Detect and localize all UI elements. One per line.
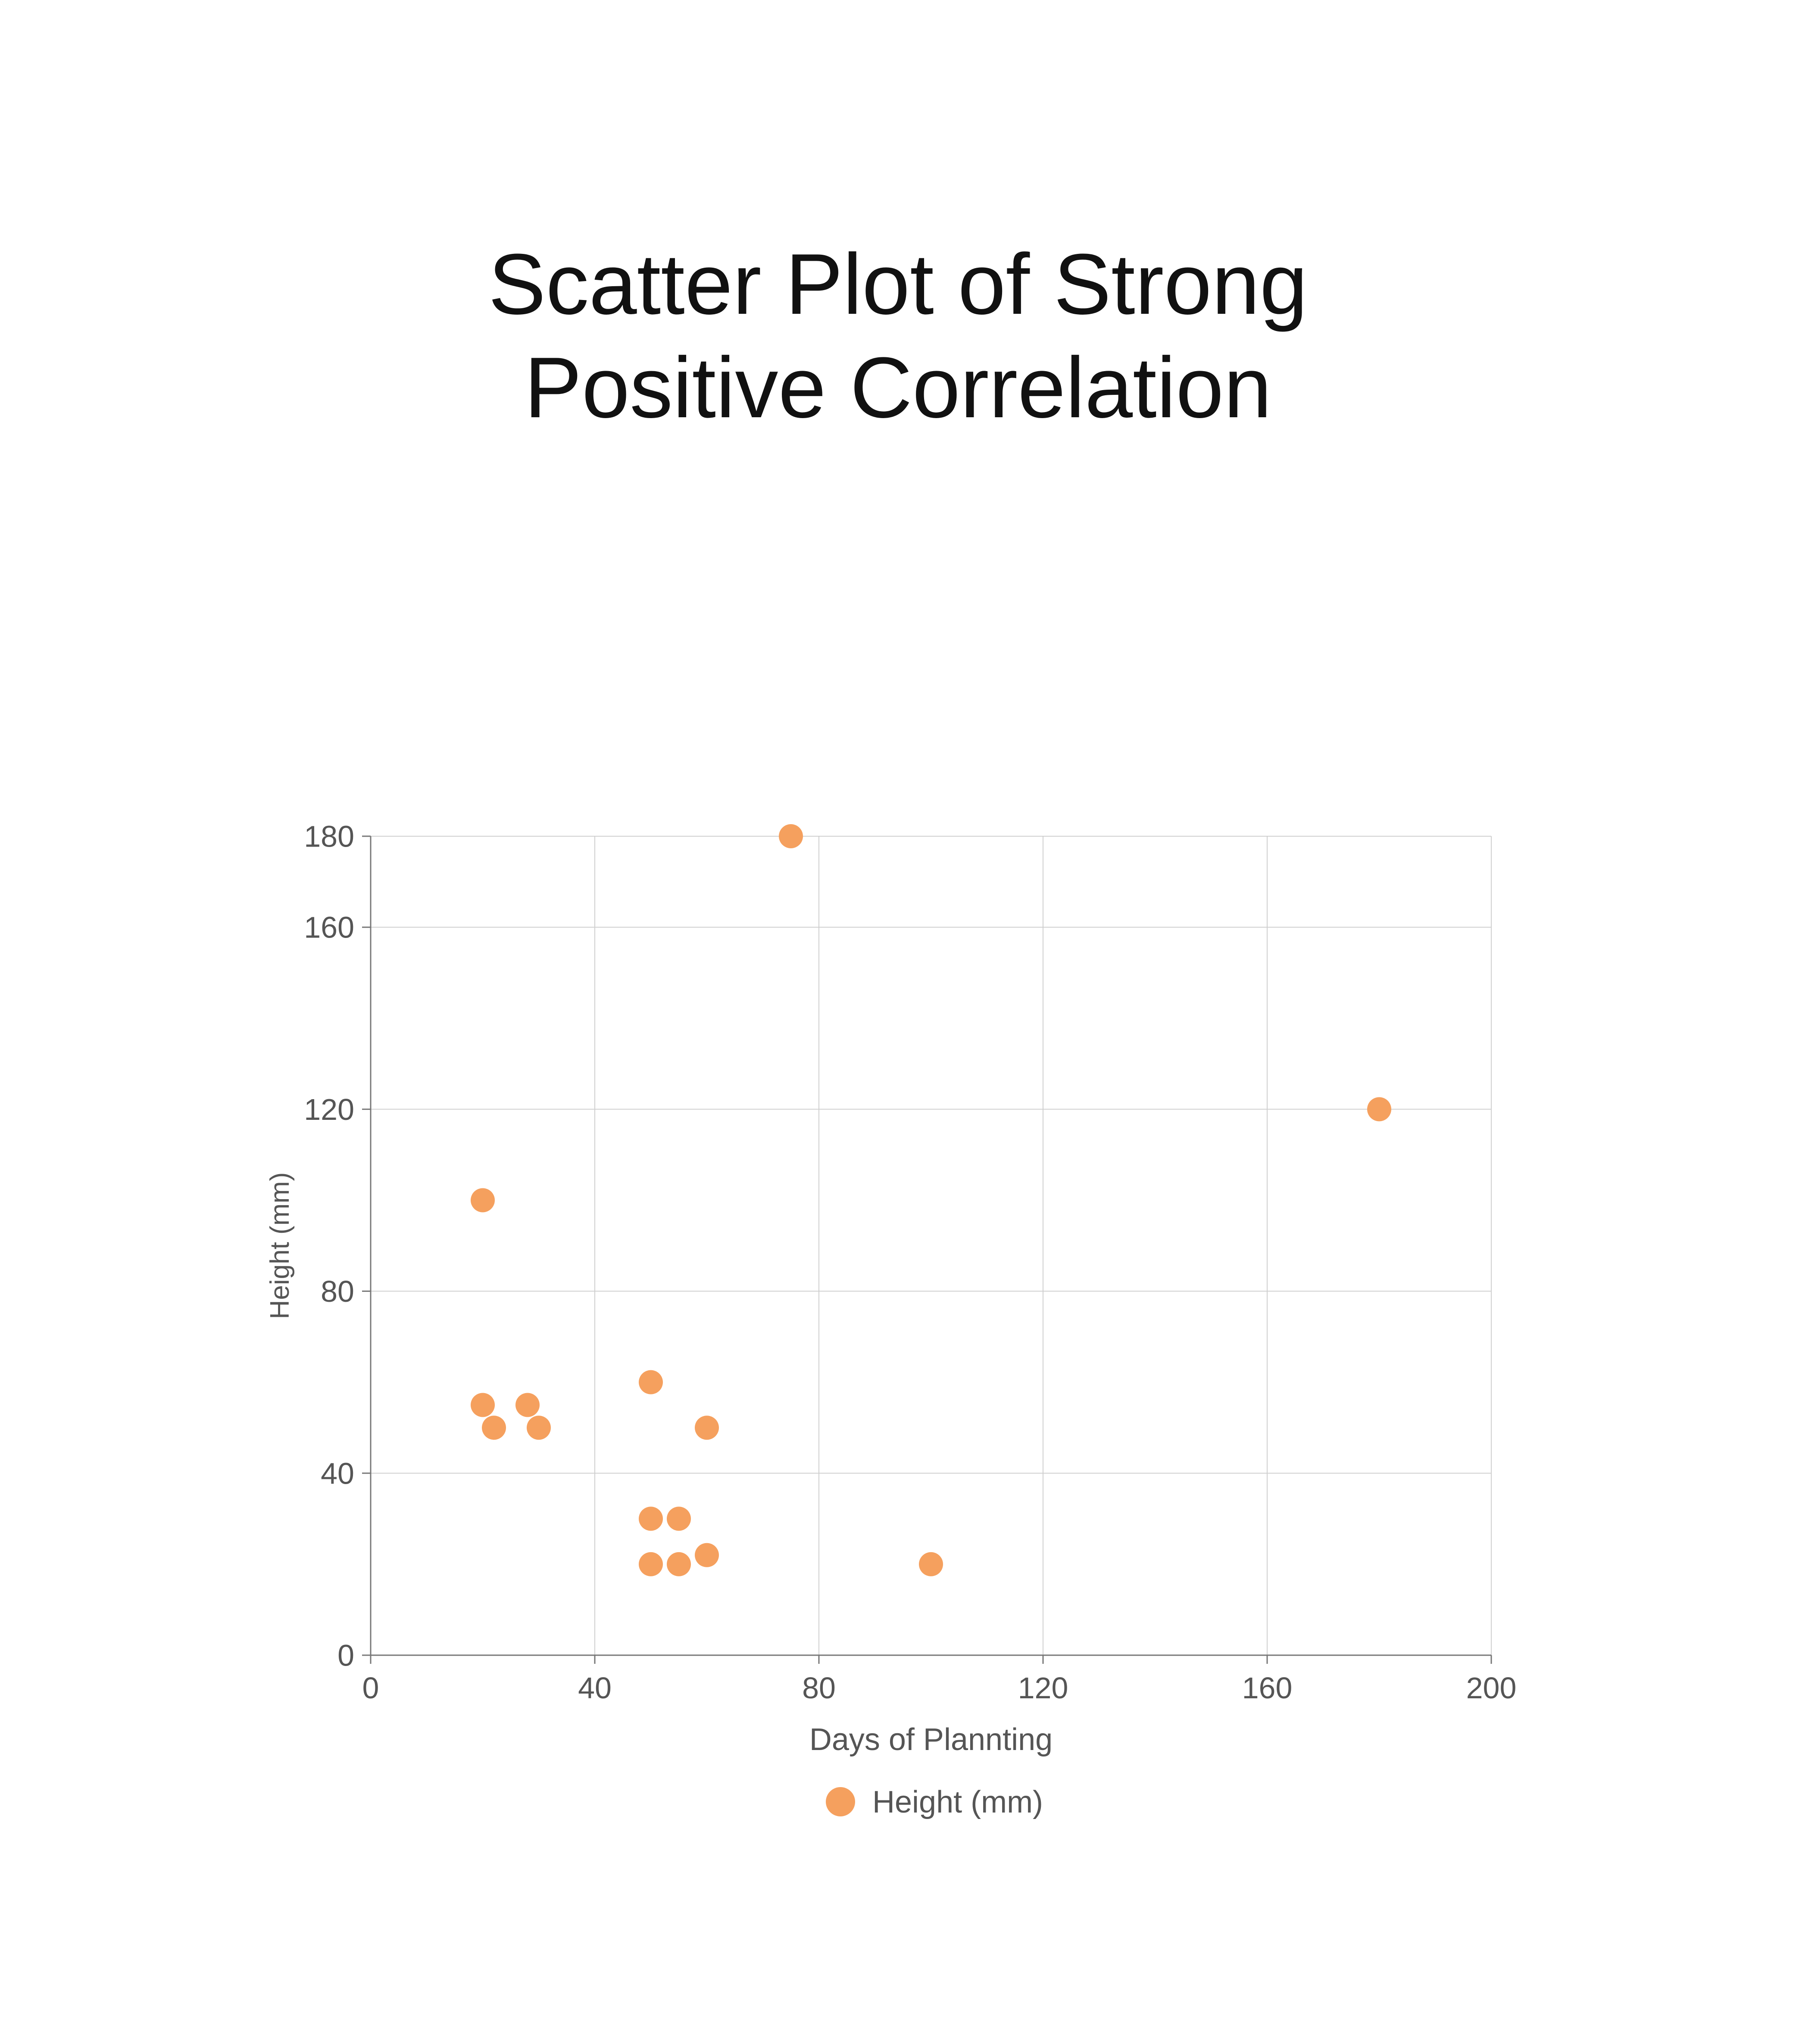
data-point bbox=[779, 824, 803, 848]
page: Scatter Plot of Strong Positive Correlat… bbox=[0, 0, 1796, 2044]
y-tick-label: 40 bbox=[321, 1456, 354, 1490]
data-point bbox=[695, 1543, 719, 1567]
x-tick-label: 160 bbox=[1242, 1671, 1293, 1705]
x-tick-label: 40 bbox=[578, 1671, 612, 1705]
y-tick-label: 160 bbox=[304, 911, 354, 944]
y-tick-label: 80 bbox=[321, 1275, 354, 1308]
data-point bbox=[471, 1393, 495, 1417]
plot-background bbox=[371, 836, 1491, 1655]
y-tick-label: 120 bbox=[304, 1093, 354, 1126]
chart-title: Scatter Plot of Strong Positive Correlat… bbox=[0, 233, 1796, 440]
x-axis-label: Days of Plannting bbox=[809, 1722, 1053, 1757]
data-point bbox=[471, 1188, 495, 1212]
legend-label: Height (mm) bbox=[872, 1785, 1043, 1819]
data-point bbox=[639, 1552, 663, 1576]
x-tick-label: 200 bbox=[1466, 1671, 1517, 1705]
data-point bbox=[695, 1416, 719, 1440]
scatter-chart: 0 40 80 120 160 200 0 40 80 120 160 180 Height (mm) D… bbox=[259, 819, 1526, 1871]
chart-container: 0 40 80 120 160 200 0 40 80 120 160 180 Height (mm) D… bbox=[259, 819, 1552, 1940]
legend-marker-icon bbox=[826, 1787, 855, 1816]
data-point bbox=[639, 1506, 663, 1531]
data-point bbox=[667, 1552, 691, 1576]
data-point bbox=[527, 1416, 551, 1440]
data-point bbox=[515, 1393, 540, 1417]
x-tick-label: 80 bbox=[802, 1671, 836, 1705]
data-point bbox=[482, 1416, 506, 1440]
y-tick-label: 180 bbox=[304, 820, 354, 853]
x-tick-label: 120 bbox=[1018, 1671, 1068, 1705]
x-tick-label: 0 bbox=[362, 1671, 379, 1705]
data-point bbox=[667, 1506, 691, 1531]
y-axis-label: Height (mm) bbox=[265, 1172, 295, 1319]
data-point bbox=[919, 1552, 943, 1576]
data-point bbox=[1367, 1097, 1391, 1121]
y-tick-label: 0 bbox=[337, 1639, 354, 1672]
data-point bbox=[639, 1370, 663, 1394]
